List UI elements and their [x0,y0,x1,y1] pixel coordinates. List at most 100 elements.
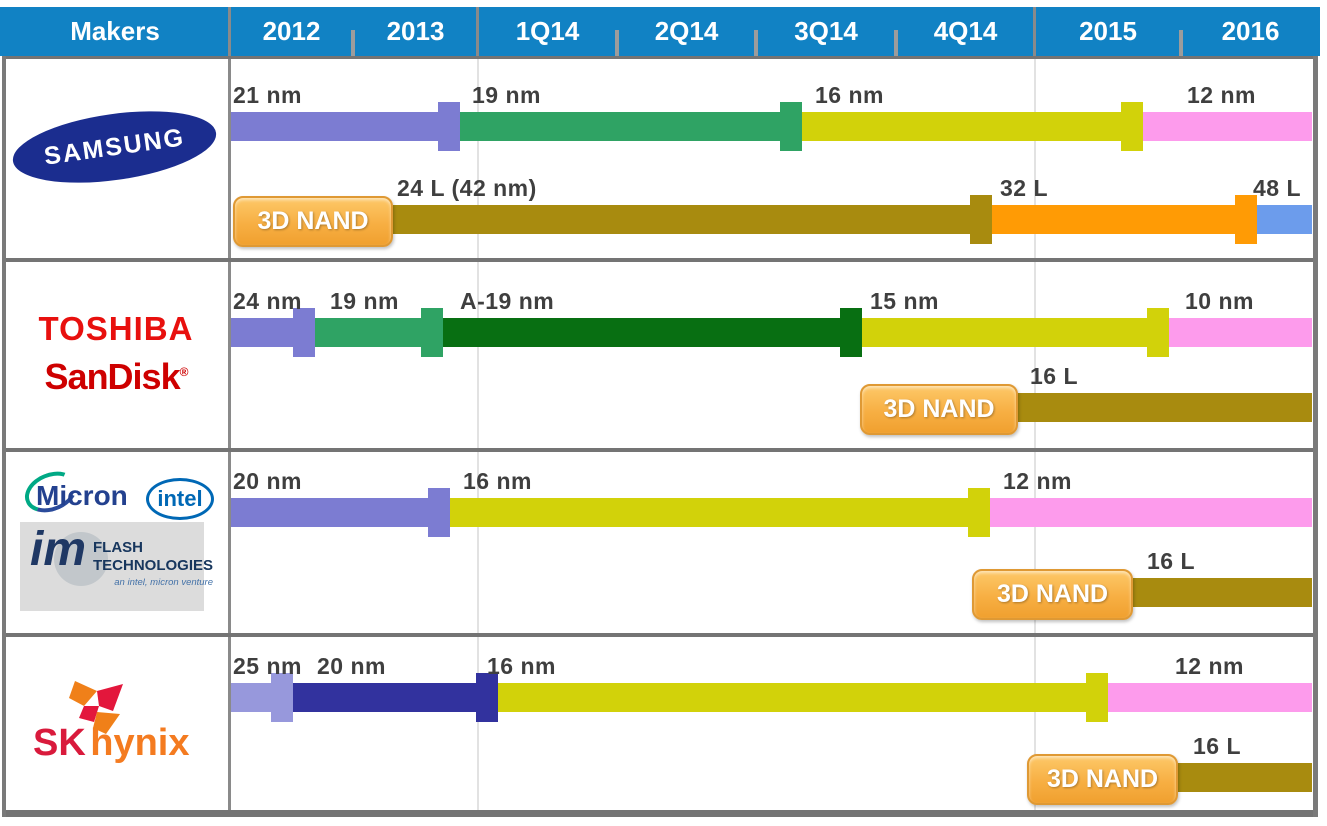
samsung-logo: SAMSUNG [8,100,221,194]
header-cell-2016: 2016 [1221,16,1280,46]
body-gridline [477,56,479,810]
roadmap-bar-16-l [1018,393,1312,422]
intel-logo-text: intel [157,486,203,511]
bar-end-cap [1235,195,1257,244]
micron-logo: Micron [18,464,128,520]
row-separator [2,56,1318,59]
micron-logo-text: Micron [36,480,128,511]
right-border [1313,56,1318,817]
bar-end-cap [840,308,862,357]
bar-end-cap [1121,102,1143,151]
node-label: 10 nm [1185,288,1254,314]
imflash-circle-icon [54,532,108,586]
node-label: 16 L [1030,363,1079,389]
header-cell-3q14: 3Q14 [794,16,858,46]
roadmap-bar-24-l-42-nm- [393,205,992,234]
sk-hynix-logo: SK hynix [33,722,190,765]
roadmap-bar-21-nm [230,112,460,141]
header-cell-4q14: 4Q14 [933,16,998,46]
bar-end-cap [1147,308,1169,357]
node-label: A-19 nm [460,288,555,314]
roadmap-bar-16-l [1178,763,1312,792]
header-separator [476,7,479,56]
roadmap-bar-12-nm [990,498,1312,527]
samsung-logo-text: SAMSUNG [42,122,187,171]
roadmap-bar-16-nm [498,683,1108,712]
header-minor-tick [351,30,355,56]
bar-end-cap [780,102,802,151]
3d-nand-badge: 3D NAND [972,569,1133,620]
body-gridline [1034,56,1036,810]
header-cell-1q14: 1Q14 [515,16,580,46]
roadmap-bar-48-l [1257,205,1312,234]
row-separator [2,258,1318,262]
roadmap-bar-12-nm [1143,112,1312,141]
node-label: 24 L (42 nm) [397,175,537,201]
imflash-line2: TECHNOLOGIES [93,557,214,574]
roadmap-bar-32-l [992,205,1257,234]
node-label: 25 nm [233,653,302,679]
makers-column-divider [228,7,231,810]
node-label: 16 L [1193,733,1242,759]
row-separator [2,633,1318,637]
sandisk-logo-text: SanDisk [44,356,181,397]
header-minor-tick [615,30,619,56]
registered-mark-icon: ® [179,365,189,379]
roadmap-bar-20-nm [230,498,450,527]
bar-end-cap [968,488,990,537]
roadmap-bar-20-nm [293,683,498,712]
bar-end-cap [293,308,315,357]
header-cell-2013: 2013 [386,16,445,46]
node-label: 12 nm [1187,82,1256,108]
3d-nand-badge: 3D NAND [860,384,1018,435]
node-label: 20 nm [233,468,302,494]
node-label: 19 nm [472,82,541,108]
node-label: 16 nm [487,653,556,679]
toshiba-logo: TOSHIBA [10,310,222,348]
bar-end-cap [476,673,498,722]
imflash-im-text: im [30,523,87,576]
roadmap-bar-16-l [1133,578,1312,607]
roadmap-bar-16-nm [450,498,990,527]
roadmap-bar-15-nm [862,318,1169,347]
imflash-logo: im FLASH TECHNOLOGIES an intel, micron v… [20,522,213,611]
bar-end-cap [428,488,450,537]
node-label: 24 nm [233,288,302,314]
bar-end-cap [970,195,992,244]
node-label: 16 L [1147,548,1196,574]
roadmap-bar-a-19-nm [443,318,862,347]
sk-logo-text: SK [33,722,86,764]
header-cell-2015: 2015 [1079,16,1137,46]
row-separator [2,810,1318,817]
node-label: 16 nm [463,468,532,494]
header-separator [1033,7,1036,56]
toshiba-logo-text: TOSHIBA [38,310,194,347]
node-label: 12 nm [1175,653,1244,679]
sk-hynix-butterfly-icon [69,681,123,734]
bar-end-cap [271,673,293,722]
imflash-line1: FLASH [93,539,143,556]
bar-end-cap [421,308,443,357]
header-cell-2012: 2012 [262,16,321,46]
3d-nand-badge: 3D NAND [1027,754,1178,805]
bar-end-cap [438,102,460,151]
intel-logo: intel [146,478,214,520]
roadmap-bar-12-nm [1108,683,1312,712]
3d-nand-badge: 3D NAND [233,196,393,247]
header-band [0,7,1320,56]
node-label: 19 nm [330,288,399,314]
roadmap-bar-19-nm [460,112,802,141]
samsung-ellipse: SAMSUNG [8,100,221,194]
bar-end-cap [1086,673,1108,722]
left-border [2,56,6,817]
node-label: 16 nm [815,82,884,108]
header-minor-tick [894,30,898,56]
roadmap-bar-16-nm [802,112,1143,141]
header-minor-tick [1179,30,1183,56]
imflash-tagline: an intel, micron venture [114,577,214,588]
header-cell-makers: Makers [70,16,160,46]
sandisk-logo: SanDisk® [10,356,222,398]
header-minor-tick [754,30,758,56]
node-label: 21 nm [233,82,302,108]
